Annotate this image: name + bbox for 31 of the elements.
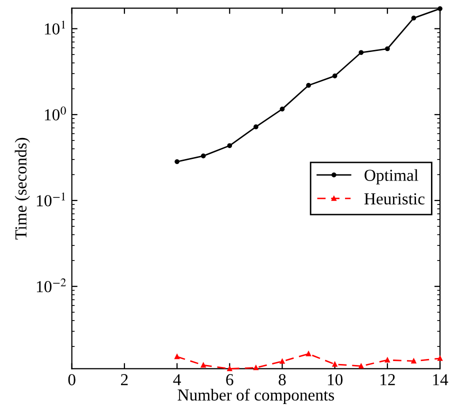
x-tick-label: 2: [121, 374, 128, 386]
point: [411, 16, 416, 20]
y-axis-title: Time (seconds): [14, 138, 30, 240]
y-tick-label: 10$^{0}$: [44, 106, 66, 120]
point: [227, 366, 232, 372]
x-tick-label: 6: [226, 374, 234, 386]
x-axis-title: Number of components: [178, 388, 334, 404]
x-tick-label: 14: [433, 374, 448, 386]
point: [306, 351, 311, 356]
point: [332, 73, 338, 78]
legend-label: Heuristic: [364, 193, 425, 204]
y-tick-label: 10$^{−1}$: [36, 192, 65, 206]
x-tick-label: 0: [68, 374, 76, 386]
x-tick-label: 8: [278, 374, 286, 386]
point: [200, 154, 206, 158]
x-tick-label: 4: [173, 374, 181, 386]
point: [358, 50, 364, 55]
point: [384, 46, 390, 52]
point: [280, 358, 285, 364]
point: [254, 365, 258, 370]
point: [438, 6, 442, 12]
point: [227, 143, 232, 148]
legend-label: Optimal: [364, 169, 418, 184]
point: [306, 82, 311, 88]
y-tick-label: 10$^{1}$: [44, 20, 65, 35]
x-tick-label: 10: [328, 374, 343, 386]
x-tick-label: 12: [380, 374, 395, 386]
point: [174, 159, 180, 164]
y-tick-label: 10$^{−2}$: [36, 278, 66, 292]
point: [280, 106, 285, 112]
point: [254, 124, 258, 130]
